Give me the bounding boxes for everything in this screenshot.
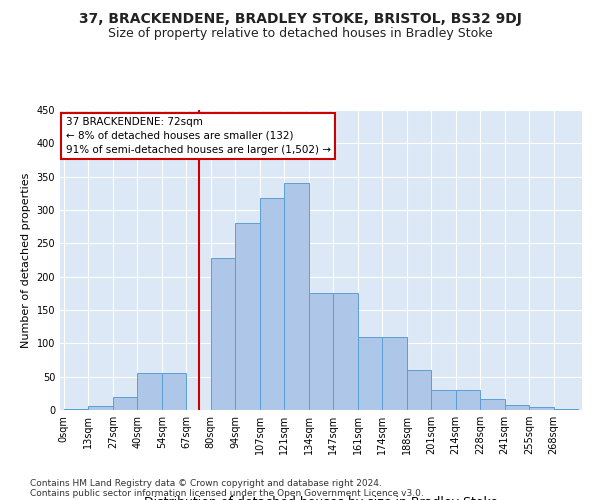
Bar [480,400,505,410]
X-axis label: Distribution of detached houses by size in Bradley Stoke: Distribution of detached houses by size … [144,496,498,500]
Text: Contains public sector information licensed under the Open Government Licence v3: Contains public sector information licen… [30,488,424,498]
Bar [137,374,162,410]
Bar [431,390,456,410]
Bar [333,294,358,410]
Bar [554,408,578,410]
Bar [407,370,431,410]
Bar [505,404,529,410]
Bar [284,184,309,410]
Bar [211,258,235,410]
Bar [113,396,137,410]
Y-axis label: Number of detached properties: Number of detached properties [21,172,31,348]
Bar [529,406,554,410]
Bar [309,294,333,410]
Bar [260,198,284,410]
Bar [88,406,113,410]
Bar [64,408,88,410]
Text: 37, BRACKENDENE, BRADLEY STOKE, BRISTOL, BS32 9DJ: 37, BRACKENDENE, BRADLEY STOKE, BRISTOL,… [79,12,521,26]
Text: 37 BRACKENDENE: 72sqm
← 8% of detached houses are smaller (132)
91% of semi-deta: 37 BRACKENDENE: 72sqm ← 8% of detached h… [65,116,331,154]
Text: Contains HM Land Registry data © Crown copyright and database right 2024.: Contains HM Land Registry data © Crown c… [30,478,382,488]
Bar [358,338,382,410]
Bar [162,374,186,410]
Bar [382,338,407,410]
Bar [456,390,480,410]
Text: Size of property relative to detached houses in Bradley Stoke: Size of property relative to detached ho… [107,28,493,40]
Bar [235,224,260,410]
